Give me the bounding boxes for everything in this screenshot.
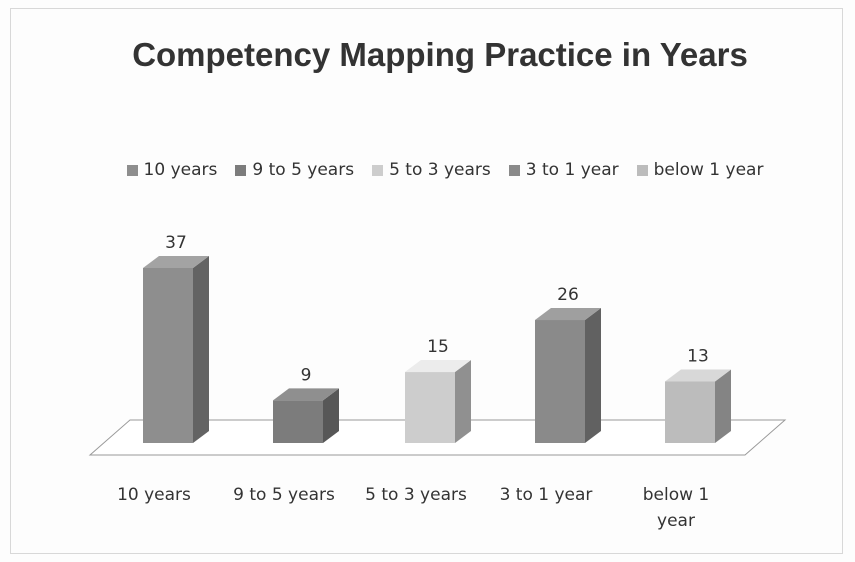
bar	[273, 400, 323, 443]
legend: 10 years 9 to 5 years 5 to 3 years 3 to 1 y…	[60, 160, 830, 180]
bar	[665, 381, 715, 443]
legend-label: 10 years	[143, 160, 218, 180]
legend-item: below 1 year	[636, 160, 764, 180]
data-label: 15	[427, 337, 449, 357]
bar-side	[715, 369, 731, 443]
legend-swatch	[508, 164, 520, 176]
chart-frame	[10, 8, 843, 554]
x-tick-label: 10 years	[117, 485, 191, 505]
x-tick-label: 3 to 1 year	[499, 485, 593, 505]
x-tick-label: below 1 year	[642, 485, 710, 531]
legend-label: below 1 year	[653, 160, 764, 180]
bar	[143, 268, 193, 443]
legend-item: 10 years	[126, 160, 218, 180]
bar-top	[665, 369, 731, 382]
legend-swatch	[235, 164, 247, 176]
legend-item: 9 to 5 years	[235, 160, 354, 180]
legend-item: 5 to 3 years	[372, 160, 491, 180]
bar-top	[405, 360, 471, 373]
legend-label: 5 to 3 years	[389, 160, 491, 180]
data-label: 37	[165, 233, 187, 253]
legend-swatch	[636, 164, 648, 176]
bar-side	[585, 308, 601, 443]
data-label: 26	[557, 285, 579, 305]
legend-item: 3 to 1 year	[508, 160, 619, 180]
legend-swatch	[126, 164, 138, 176]
x-tick-label: 9 to 5 years	[233, 485, 335, 505]
bar-top	[143, 256, 209, 268]
legend-swatch	[372, 164, 384, 176]
bar-side	[323, 388, 339, 443]
bar-top	[535, 308, 601, 321]
bar	[535, 320, 585, 443]
bar-side	[193, 256, 209, 443]
x-tick-label: 5 to 3 years	[365, 485, 467, 505]
bar-side	[455, 360, 471, 443]
data-label: 9	[301, 365, 312, 385]
data-label: 13	[687, 347, 709, 367]
legend-label: 9 to 5 years	[252, 160, 355, 180]
bar-top	[273, 388, 339, 401]
legend-label: 3 to 1 year	[525, 160, 619, 180]
chart-title: Competency Mapping Practice in Years	[132, 36, 748, 73]
bar	[405, 372, 455, 443]
